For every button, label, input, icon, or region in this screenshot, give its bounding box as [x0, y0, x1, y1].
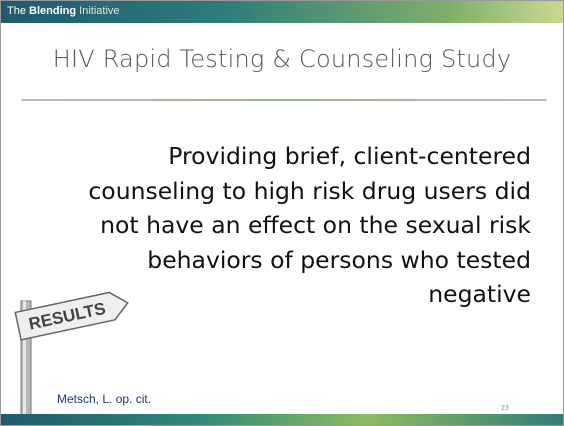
title-rule — [21, 99, 547, 101]
footer-bar — [1, 414, 563, 425]
citation: Metsch, L. op. cit. — [57, 392, 152, 406]
header-bar: The Blending Initiative — [1, 1, 563, 23]
brand-word: Blending — [29, 5, 77, 17]
brand: The Blending Initiative — [7, 5, 120, 17]
brand-word: Initiative — [79, 5, 120, 17]
page-number: 23 — [501, 405, 509, 412]
sign-board — [14, 291, 129, 341]
pole-highlight — [23, 301, 26, 416]
slide-title: HIV Rapid Testing & Counseling Study — [52, 45, 512, 73]
body-text: Providing brief, client-centered counsel… — [88, 142, 531, 308]
results-sign: RESULTS — [14, 291, 129, 416]
brand-word: The — [7, 5, 26, 17]
